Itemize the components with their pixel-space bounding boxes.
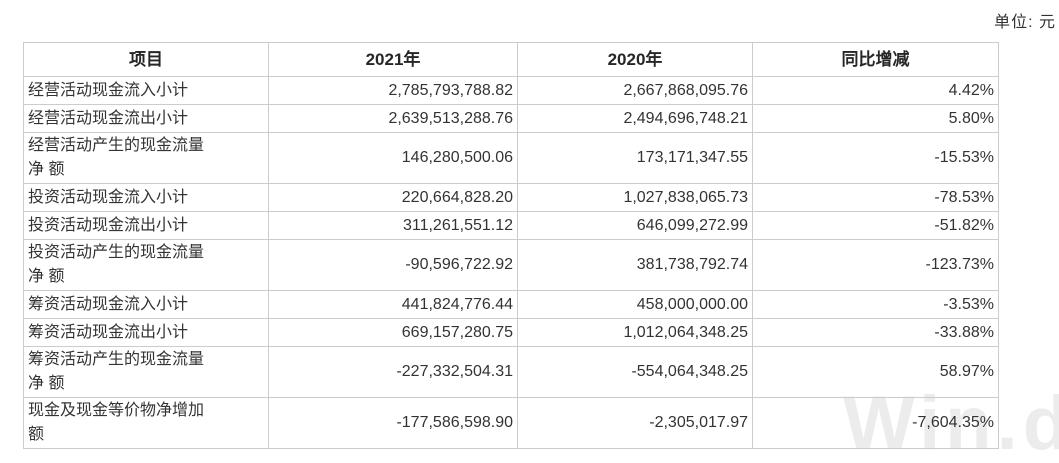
table-row: 投资活动现金流入小计 220,664,828.20 1,027,838,065.… — [23, 183, 999, 212]
value-2020-cell: 381,738,792.74 — [517, 239, 753, 291]
table-header-row: 项目 2021年 2020年 同比增减 — [23, 42, 999, 77]
value-2021-cell: 669,157,280.75 — [268, 318, 518, 347]
value-2021-cell: -177,586,598.90 — [268, 397, 518, 449]
item-cell: 经营活动产生的现金流量 净 额 — [23, 132, 269, 184]
cash-flow-table: 项目 2021年 2020年 同比增减 经营活动现金流入小计 2,785,793… — [23, 42, 999, 449]
value-2021-cell: 2,639,513,288.76 — [268, 104, 518, 133]
table-row: 经营活动现金流入小计 2,785,793,788.82 2,667,868,09… — [23, 76, 999, 105]
value-2020-cell: 1,027,838,065.73 — [517, 183, 753, 212]
item-cell: 筹资活动现金流入小计 — [23, 290, 269, 319]
value-2020-cell: 2,667,868,095.76 — [517, 76, 753, 105]
item-cell: 投资活动现金流入小计 — [23, 183, 269, 212]
item-cell: 投资活动产生的现金流量 净 额 — [23, 239, 269, 291]
table-row: 筹资活动现金流入小计 441,824,776.44 458,000,000.00… — [23, 290, 999, 319]
value-2021-cell: 146,280,500.06 — [268, 132, 518, 184]
yoy-cell: -51.82% — [752, 211, 999, 240]
value-2021-cell: 220,664,828.20 — [268, 183, 518, 212]
yoy-cell: -7,604.35% — [752, 397, 999, 449]
col-header-yoy: 同比增减 — [752, 42, 999, 77]
col-header-2020: 2020年 — [517, 42, 753, 77]
table-row: 投资活动现金流出小计 311,261,551.12 646,099,272.99… — [23, 211, 999, 240]
item-cell: 经营活动现金流入小计 — [23, 76, 269, 105]
value-2020-cell: 173,171,347.55 — [517, 132, 753, 184]
item-cell: 现金及现金等价物净增加 额 — [23, 397, 269, 449]
value-2020-cell: -554,064,348.25 — [517, 346, 753, 398]
table-row: 筹资活动现金流出小计 669,157,280.75 1,012,064,348.… — [23, 318, 999, 347]
unit-label: 单位: 元 — [994, 14, 1056, 31]
table-row: 筹资活动产生的现金流量 净 额 -227,332,504.31 -554,064… — [23, 346, 999, 398]
value-2021-cell: -227,332,504.31 — [268, 346, 518, 398]
item-cell: 筹资活动产生的现金流量 净 额 — [23, 346, 269, 398]
yoy-cell: 4.42% — [752, 76, 999, 105]
value-2021-cell: 441,824,776.44 — [268, 290, 518, 319]
yoy-cell: -15.53% — [752, 132, 999, 184]
yoy-cell: -78.53% — [752, 183, 999, 212]
value-2021-cell: 2,785,793,788.82 — [268, 76, 518, 105]
value-2021-cell: -90,596,722.92 — [268, 239, 518, 291]
value-2020-cell: 458,000,000.00 — [517, 290, 753, 319]
yoy-cell: -3.53% — [752, 290, 999, 319]
item-cell: 经营活动现金流出小计 — [23, 104, 269, 133]
table-row: 现金及现金等价物净增加 额 -177,586,598.90 -2,305,017… — [23, 397, 999, 449]
yoy-cell: -123.73% — [752, 239, 999, 291]
value-2020-cell: 646,099,272.99 — [517, 211, 753, 240]
yoy-cell: -33.88% — [752, 318, 999, 347]
value-2020-cell: 2,494,696,748.21 — [517, 104, 753, 133]
yoy-cell: 5.80% — [752, 104, 999, 133]
item-cell: 投资活动现金流出小计 — [23, 211, 269, 240]
value-2020-cell: -2,305,017.97 — [517, 397, 753, 449]
table-row: 经营活动现金流出小计 2,639,513,288.76 2,494,696,74… — [23, 104, 999, 133]
table-row: 投资活动产生的现金流量 净 额 -90,596,722.92 381,738,7… — [23, 239, 999, 291]
value-2020-cell: 1,012,064,348.25 — [517, 318, 753, 347]
item-cell: 筹资活动现金流出小计 — [23, 318, 269, 347]
col-header-2021: 2021年 — [268, 42, 518, 77]
col-header-item: 项目 — [23, 42, 269, 77]
yoy-cell: 58.97% — [752, 346, 999, 398]
table-row: 经营活动产生的现金流量 净 额 146,280,500.06 173,171,3… — [23, 132, 999, 184]
value-2021-cell: 311,261,551.12 — [268, 211, 518, 240]
